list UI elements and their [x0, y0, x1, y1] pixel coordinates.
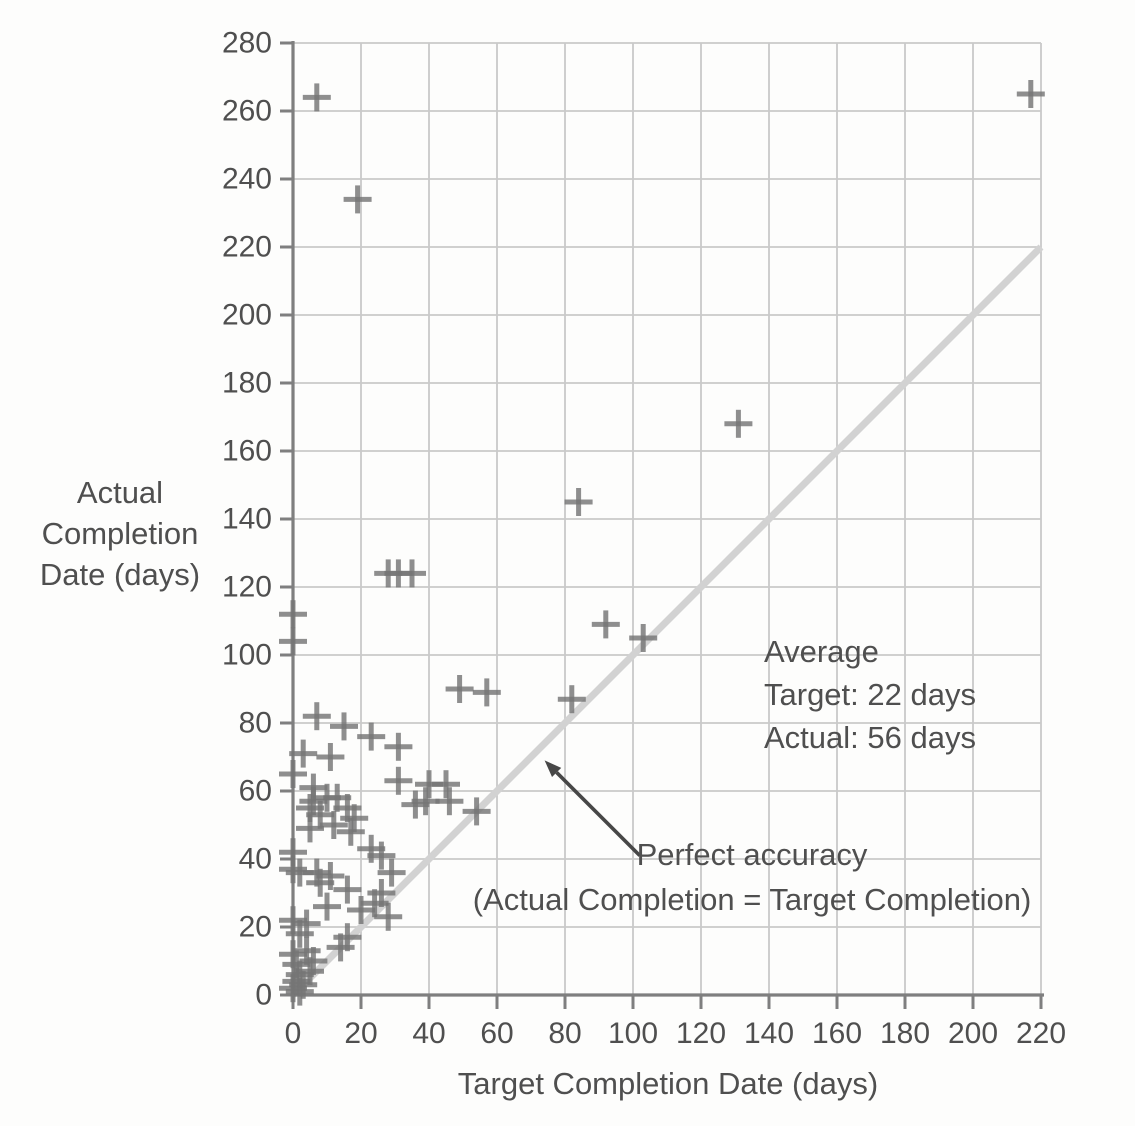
data-point-marker [279, 906, 307, 935]
x-axis-title: Target Completion Date (days) [457, 1066, 879, 1101]
data-point-marker [357, 722, 386, 751]
data-point-marker [445, 675, 474, 703]
data-point-marker [306, 868, 335, 897]
data-point-marker [279, 627, 307, 656]
data-point-marker [411, 787, 440, 816]
data-point-marker [367, 841, 396, 870]
y-tick-label: 160 [222, 435, 272, 468]
data-point-marker [279, 974, 307, 1003]
average-annotation: Average Target: 22 days Actual: 56 days [764, 630, 976, 759]
data-point-marker [435, 787, 464, 816]
data-point-marker [377, 858, 406, 887]
annotation-arrow [544, 760, 642, 857]
perfect-accuracy-line [290, 244, 1044, 998]
data-point-marker [557, 685, 586, 714]
data-point-marker [333, 875, 362, 904]
average-target-value: Target: 22 days [764, 677, 976, 712]
y-tick-label: 220 [222, 231, 272, 264]
average-actual-value: Actual: 56 days [764, 720, 976, 755]
y-axis-title-line: Completion [41, 516, 199, 551]
x-tick-label: 40 [412, 1017, 445, 1050]
data-point-marker [279, 760, 307, 788]
x-tick-label: 160 [812, 1017, 862, 1050]
data-point-marker [374, 902, 403, 931]
y-tick-label: 20 [239, 911, 272, 944]
perfect-accuracy-line2: (Actual Completion = Target Completion) [472, 882, 1032, 917]
data-point-marker [289, 739, 318, 768]
y-tick-label: 100 [222, 639, 272, 672]
tick-labels: 0 20 40 60 80 100 120 140 160 180 200 220 240 260 280 0… [222, 27, 1066, 1051]
y-axis-title: Actual Completion Date (days) [6, 472, 234, 595]
data-point-marker [564, 488, 593, 516]
data-point-marker [296, 814, 324, 843]
average-annotation-heading: Average [764, 634, 879, 669]
y-tick-label: 0 [255, 979, 272, 1012]
x-tick-label: 20 [344, 1017, 377, 1050]
data-point-marker [302, 83, 331, 112]
data-point-marker [285, 919, 314, 948]
data-points [279, 80, 1045, 1006]
data-point-marker [398, 559, 426, 588]
data-point-marker [591, 610, 620, 639]
data-point-marker [336, 817, 365, 846]
x-tick-label: 140 [744, 1017, 794, 1050]
data-point-marker [285, 977, 314, 1006]
data-point-marker [316, 743, 345, 771]
y-tick-label: 120 [222, 571, 272, 604]
perfect-accuracy-label: Perfect accuracy (Actual Completion = Ta… [438, 832, 1066, 922]
x-tick-label: 0 [285, 1017, 302, 1050]
data-point-marker [279, 600, 307, 629]
data-point-marker [724, 409, 753, 438]
data-point-marker [340, 804, 369, 833]
y-axis-title-line: Actual [76, 475, 164, 510]
x-tick-label: 80 [548, 1017, 581, 1050]
data-point-marker [384, 766, 413, 795]
data-point-marker [299, 787, 328, 816]
data-point-marker [462, 797, 491, 826]
data-point-marker [384, 732, 413, 761]
data-point-marker [279, 855, 307, 884]
data-point-marker [330, 712, 358, 741]
y-tick-label: 60 [239, 775, 272, 808]
perfect-accuracy-line1: Perfect accuracy [636, 837, 868, 872]
x-tick-label: 60 [480, 1017, 513, 1050]
y-tick-label: 280 [222, 27, 272, 60]
data-point-marker [343, 185, 372, 214]
y-tick-label: 80 [239, 707, 272, 740]
data-point-marker [302, 702, 331, 731]
y-tick-label: 140 [222, 503, 272, 536]
x-tick-label: 180 [880, 1017, 930, 1050]
axis-ticks [280, 41, 1043, 1009]
y-tick-label: 200 [222, 299, 272, 332]
data-point-marker [432, 770, 460, 799]
x-tick-label: 100 [608, 1017, 658, 1050]
data-point-marker [333, 923, 362, 952]
y-axis-title-line: Date (days) [39, 557, 201, 592]
y-tick-label: 240 [222, 163, 272, 196]
data-point-marker [472, 678, 501, 707]
y-tick-label: 40 [239, 843, 272, 876]
data-point-marker [629, 624, 658, 652]
y-tick-label: 260 [222, 95, 272, 128]
x-tick-label: 200 [948, 1017, 998, 1050]
data-point-marker [347, 896, 375, 924]
y-tick-label: 180 [222, 367, 272, 400]
x-tick-label: 220 [1016, 1017, 1066, 1050]
data-point-marker [319, 811, 348, 839]
data-point-marker [360, 889, 389, 918]
x-tick-label: 120 [676, 1017, 726, 1050]
data-point-marker [313, 892, 341, 921]
data-point-marker [1016, 80, 1045, 108]
